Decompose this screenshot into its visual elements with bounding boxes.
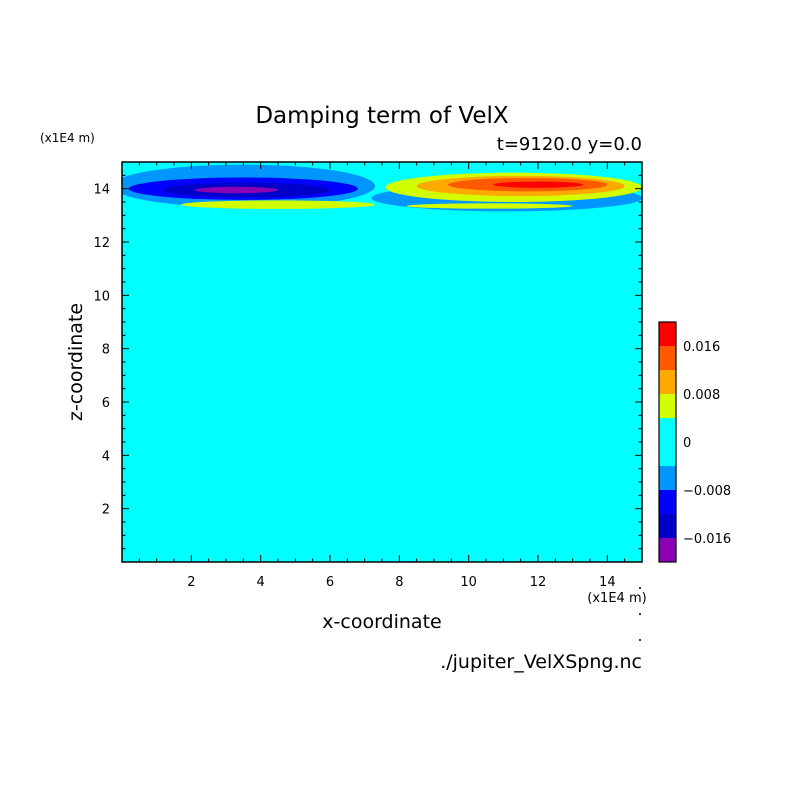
colorbar-tick-label: 0.016 [683, 340, 720, 355]
x-tick-label: 8 [395, 575, 403, 590]
colorbar-swatch [659, 370, 676, 394]
colorbar-swatch [659, 466, 676, 490]
x-tick-label: 12 [530, 575, 547, 590]
colorbar-swatch [659, 490, 676, 514]
x-tick-label: 6 [326, 575, 334, 590]
x-unit-label: (x1E4 m) [587, 591, 646, 606]
source-file-label: ./jupiter_VelXSpng.nc [440, 651, 642, 673]
colorbar-swatch [659, 322, 676, 346]
x-tick-label: 2 [187, 575, 195, 590]
colorbar-frame [658, 321, 677, 563]
y-tick-label: 6 [102, 396, 110, 411]
x-tick-label: 10 [460, 575, 477, 590]
colorbar-tick-label: −0.016 [683, 532, 731, 547]
colorbar: 0.016 0.008 0 −0.008 −0.016 [658, 321, 731, 563]
y-tick-label: 14 [93, 183, 110, 198]
colorbar-swatch [659, 418, 676, 466]
contour-region-orange-left [180, 200, 376, 209]
y-tick-label: 2 [102, 503, 110, 518]
colorbar-swatch [659, 346, 676, 370]
chart-subtitle: t=9120.0 y=0.0 [497, 134, 642, 155]
y-axis-label: z-coordinate [65, 303, 87, 421]
y-tick-label: 10 [93, 289, 110, 304]
corner-dots [639, 587, 641, 641]
colorbar-tick-label: 0 [683, 436, 691, 451]
contour-region-purple-left [194, 186, 278, 194]
y-unit-label: (x1E4 m) [40, 131, 95, 145]
plot-background [122, 162, 642, 562]
colorbar-tick-label: −0.008 [683, 484, 731, 499]
y-tick-label: 4 [102, 449, 110, 464]
y-tick-label: 8 [102, 343, 110, 358]
colorbar-swatch [659, 394, 676, 418]
contour-region-pink-right [492, 181, 584, 188]
colorbar-tick-label: 0.008 [683, 388, 720, 403]
chart-title: Damping term of VelX [255, 103, 509, 129]
colorbar-swatch [659, 514, 676, 538]
x-tick-label: 14 [599, 575, 616, 590]
y-tick-label: 12 [93, 236, 110, 251]
x-axis-label: x-coordinate [322, 611, 441, 633]
plot-area: 2 4 6 8 10 12 14 2 4 6 8 10 12 14 [93, 161, 643, 590]
colorbar-swatch [659, 538, 676, 562]
x-tick-label: 4 [257, 575, 265, 590]
contour-region-orange-lower-right [406, 203, 573, 209]
